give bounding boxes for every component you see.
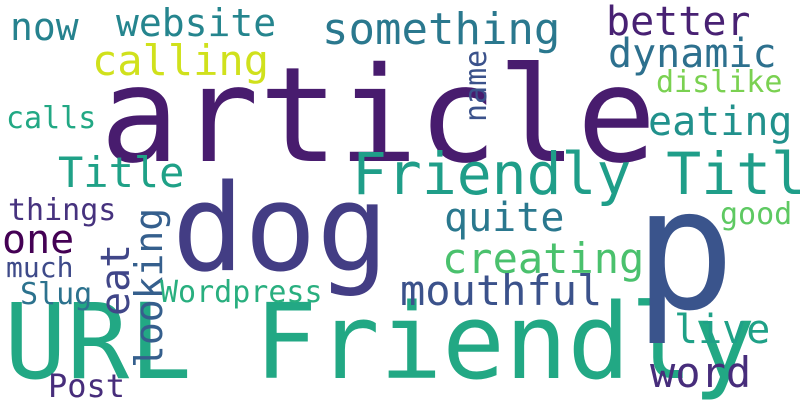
word-article: article	[100, 39, 657, 193]
word-something: something	[322, 4, 561, 55]
word-post: Post	[48, 367, 126, 400]
word-name: name	[459, 49, 494, 122]
word-p: p	[634, 152, 736, 348]
word-much: much	[6, 251, 74, 284]
word-friendly-title: Friendly Title	[352, 140, 800, 208]
word-word: word	[650, 348, 752, 397]
word-better: better	[606, 0, 751, 45]
word-dislike: dislike	[656, 65, 783, 100]
word-mouthful: mouthful	[400, 266, 603, 315]
word-slug: Slug	[20, 277, 93, 312]
word-quite: quite	[444, 195, 565, 241]
word-creating: creating	[442, 234, 645, 283]
word-calls: calls	[6, 101, 97, 136]
word-url-friendly: URL Friendly	[4, 281, 756, 400]
word-dog: dog	[172, 160, 389, 299]
word-good: good	[720, 197, 793, 232]
word-things: things	[8, 193, 117, 228]
word-eating: eating	[648, 99, 793, 145]
word-title: Title	[58, 148, 185, 197]
word-now: now	[10, 5, 79, 49]
word-dynamic: dynamic	[608, 31, 777, 77]
word-website: website	[116, 1, 277, 45]
word-live: live	[674, 307, 771, 353]
word-wordpress: Wordpress	[160, 275, 323, 310]
word-calling: calling	[92, 36, 270, 85]
word-one: one	[2, 217, 75, 263]
